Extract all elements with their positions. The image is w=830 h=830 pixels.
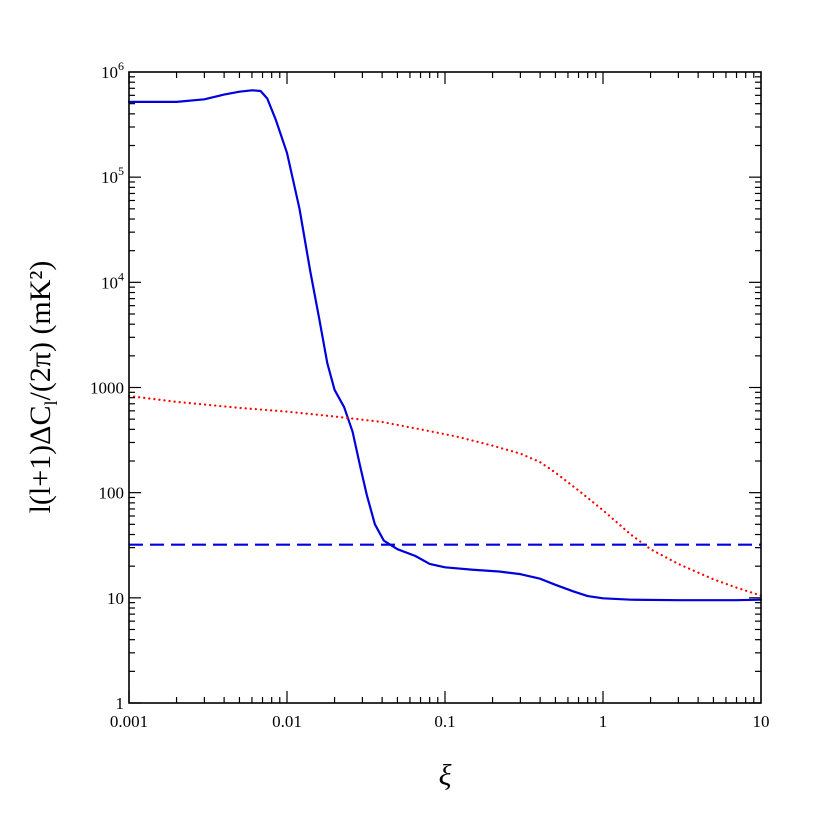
- y-tick-label-base: 1000: [90, 379, 124, 398]
- y-axis-label: l(l+1)ΔCl/(2π) (mK²): [24, 261, 61, 514]
- y-tick-label-base: 10: [101, 273, 118, 292]
- series-line-solid: [127, 89, 763, 602]
- y-tick-label-base: 100: [99, 484, 125, 503]
- x-tick-label: 0.01: [272, 712, 302, 731]
- y-tick-label: 106: [101, 59, 124, 82]
- y-axis-label-subscript: l: [41, 401, 61, 406]
- y-axis-label-part: /(2π) (mK²): [24, 261, 57, 401]
- y-tick-label-exponent: 5: [118, 164, 124, 178]
- series-line-dotted: [127, 394, 763, 597]
- y-tick-label: 10: [107, 589, 124, 608]
- y-tick-label: 104: [101, 269, 124, 292]
- x-tick-label: 0.001: [110, 712, 148, 731]
- x-tick-label: 10: [753, 712, 770, 731]
- series-layer: [127, 89, 763, 602]
- y-tick-label: 1: [116, 694, 125, 713]
- y-tick-label: 105: [101, 164, 124, 187]
- x-tick-label: 0.1: [434, 712, 455, 731]
- y-tick-label-base: 10: [101, 63, 118, 82]
- y-tick-label-base: 1: [116, 694, 125, 713]
- x-axis-label: ξ: [439, 759, 452, 792]
- y-tick-label-base: 10: [107, 589, 124, 608]
- y-tick-label: 100: [99, 484, 125, 503]
- x-tick-label: 1: [599, 712, 608, 731]
- y-tick-label-base: 10: [101, 168, 118, 187]
- y-tick-label: 1000: [90, 379, 124, 398]
- y-tick-label-exponent: 6: [118, 59, 124, 73]
- y-axis-label-part: l(l+1)ΔC: [24, 406, 57, 514]
- plot-frame: [128, 71, 762, 704]
- tick-layer: [128, 72, 761, 704]
- y-tick-label-exponent: 4: [118, 269, 124, 283]
